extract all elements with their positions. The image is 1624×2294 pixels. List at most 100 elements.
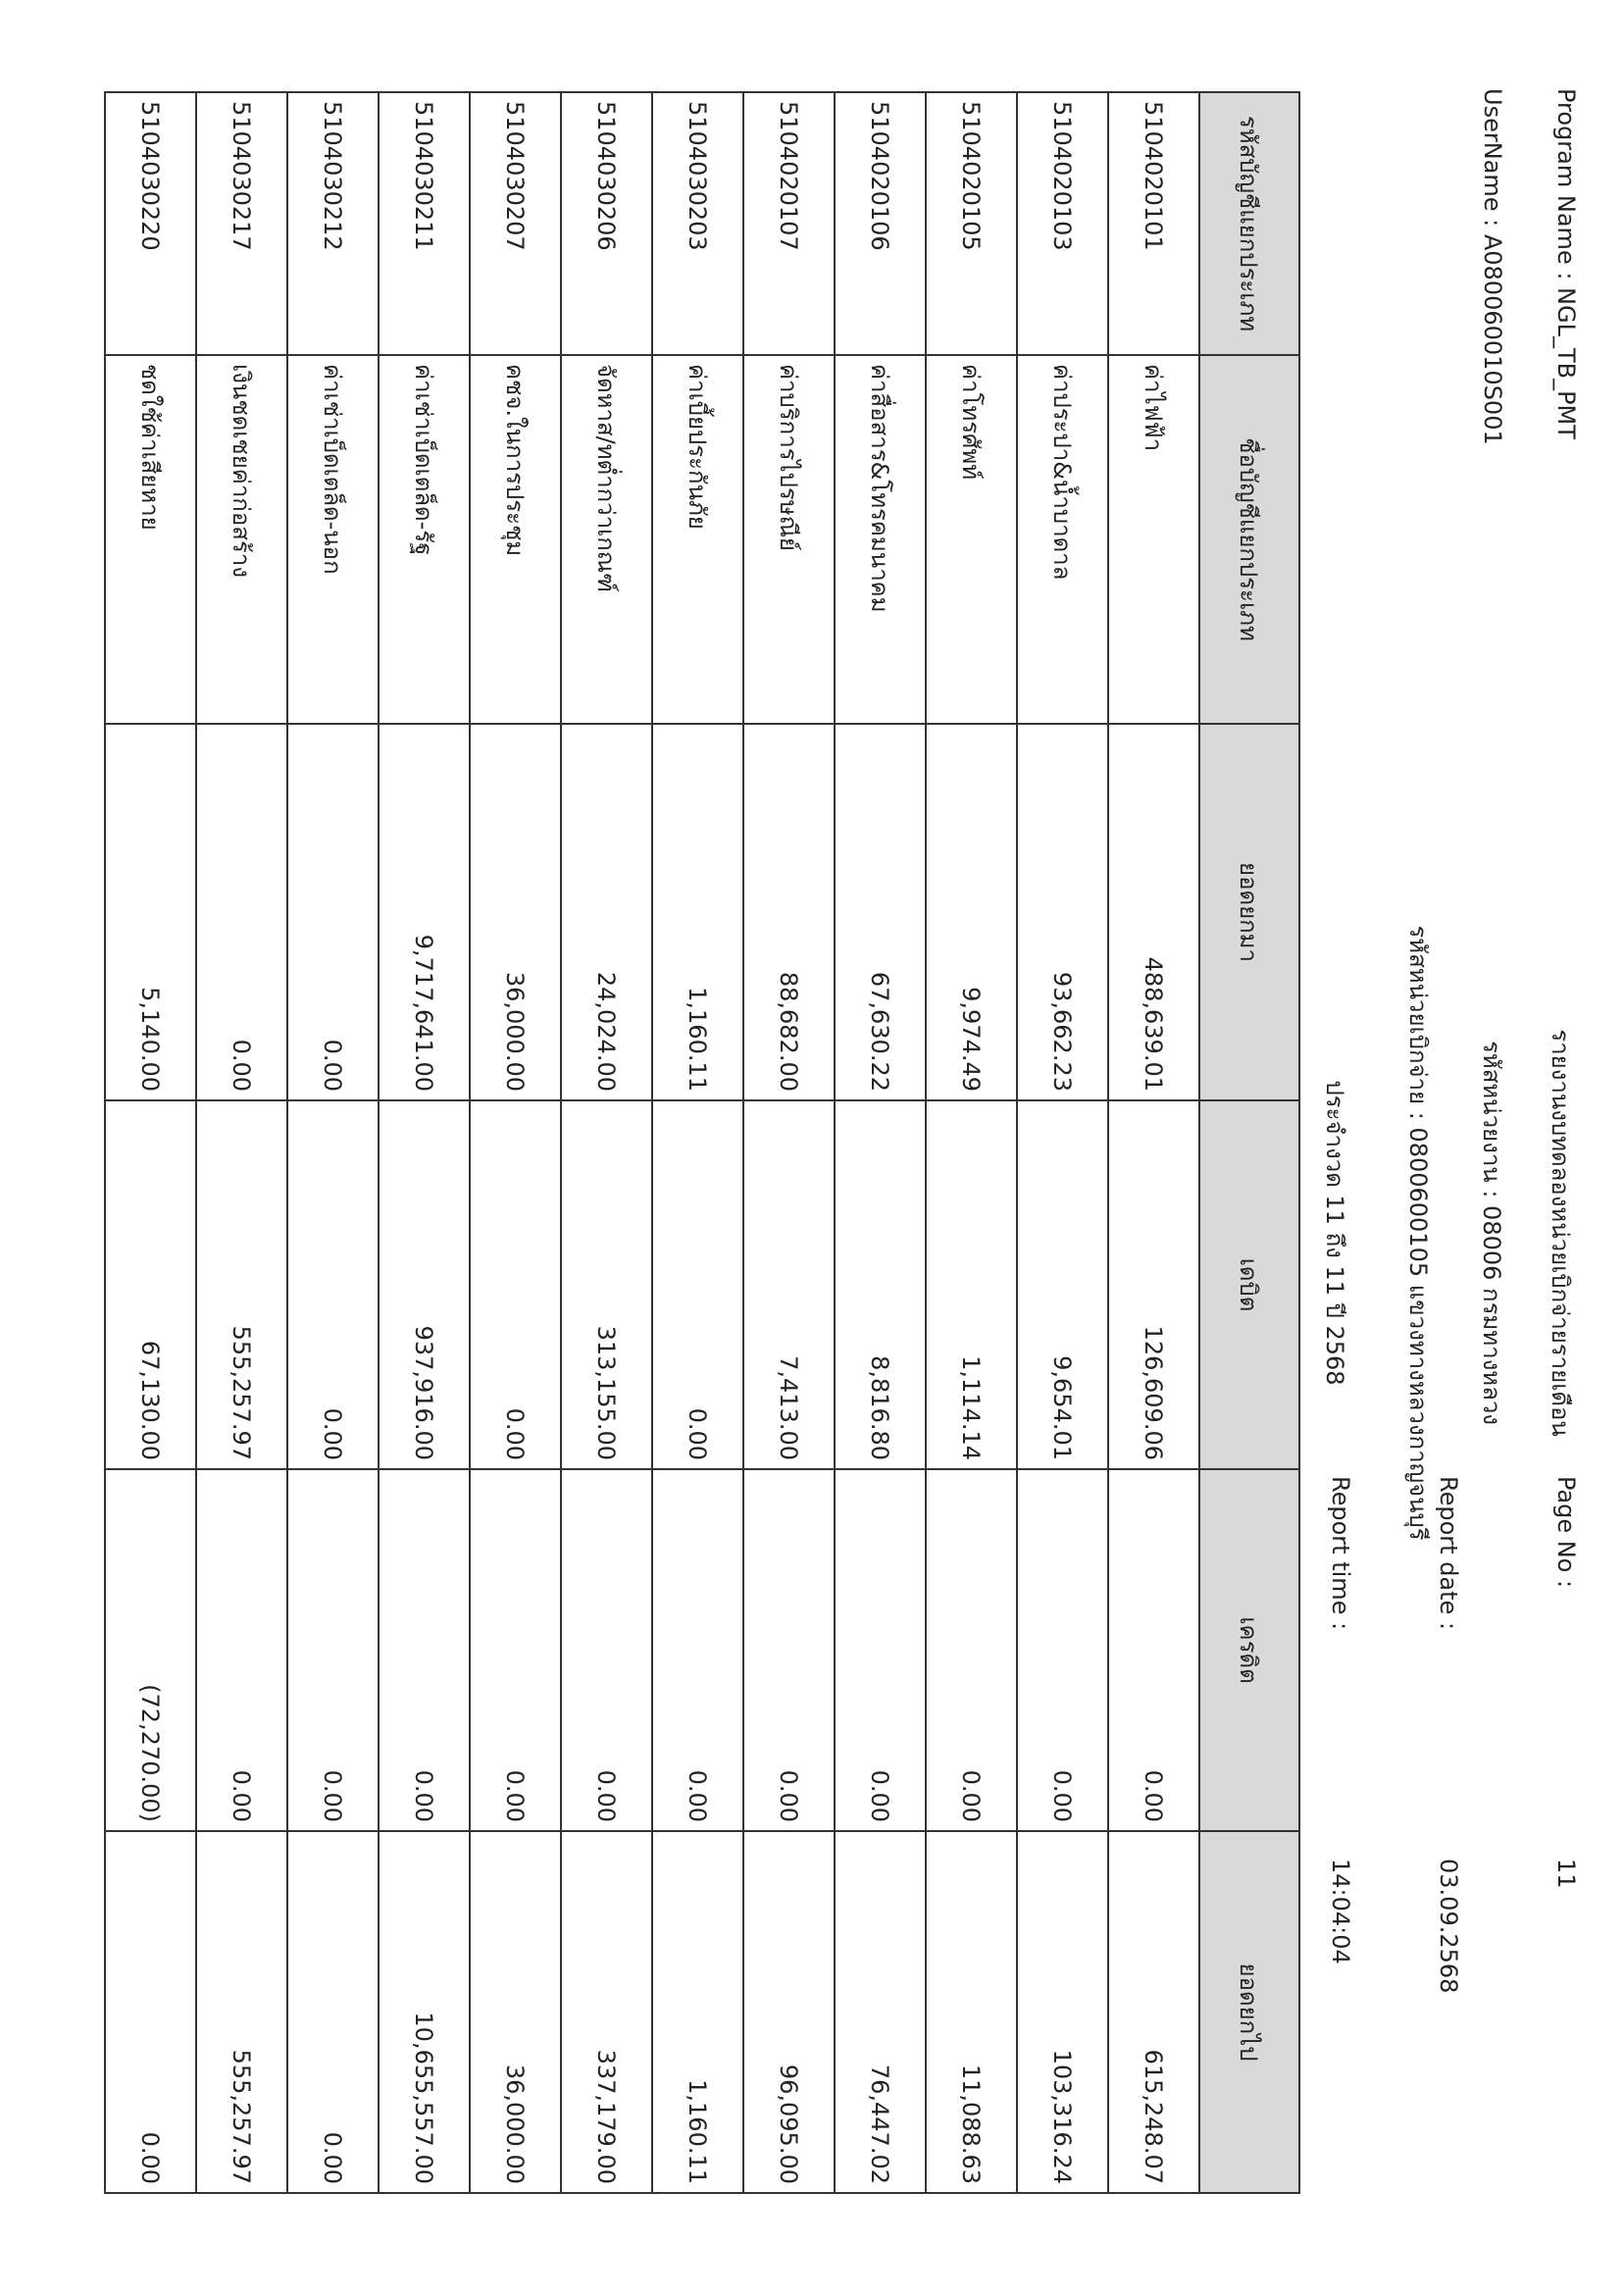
amount-cell: 67,630.22 [835,724,926,1100]
amount-cell: 9,717,641.00 [379,724,470,1100]
text-cell: 5104020101 [1108,92,1199,355]
amount-cell: 8,816.80 [835,1100,926,1469]
amount-cell: 555,257.97 [196,1831,287,2193]
table-row: 5104030207 คชจ.ในการประชุม 36,000.00 0.00 0.… [470,92,561,2193]
amount-cell: 0.00 [652,1100,743,1469]
amount-cell: 488,639.01 [1108,724,1199,1100]
text-cell: ค่าสื่อสาร&โทรคมนาคม [835,355,926,724]
amount-cell: 9,654.01 [1017,1100,1108,1469]
amount-cell: 88,682.00 [743,724,835,1100]
text-cell: ค่าบริการไปรษณีย์ [743,355,835,724]
amount-cell: (72,270.00) [105,1469,196,1831]
page-no: 11 [1552,1859,1580,1889]
text-cell: ค่าเช่าเบ็ดเตล็ด-นอก [287,355,379,724]
report-time: 14:04:04 [1327,1859,1354,1964]
table-row: 5104030212 ค่าเช่าเบ็ดเตล็ด-นอก 0.00 0.00 0.… [287,92,379,2193]
report-title: รายงานงบทดลองหน่วยเบิกจ่ายรายเดือน [1547,1029,1574,1437]
text-cell: 5104030207 [470,92,561,355]
report-time-label: Report time : [1327,1476,1354,1631]
column-header: ยอดยกไป [1199,1831,1299,2193]
user-name: UserName : A080060010S001 [1479,88,1506,445]
amount-cell: 0.00 [379,1469,470,1831]
text-cell: 5104030203 [652,92,743,355]
column-header: เครดิต [1199,1469,1299,1831]
column-header: รหัสบัญชีแยกประเภท [1199,92,1299,355]
text-cell: ค่าประปา&น้ำบาดาล [1017,355,1108,724]
trial-balance-table: รหัสบัญชีแยกประเภท ชื่อบัญชีแยกประเภทยอดย… [104,91,1300,2194]
program-name: Program Name : NGL_TB_PMT [1552,88,1580,439]
amount-cell: 126,609.06 [1108,1100,1199,1469]
amount-cell: 36,000.00 [470,1831,561,2193]
amount-cell: 103,316.24 [1017,1831,1108,2193]
amount-cell: 0.00 [196,724,287,1100]
table-body: 5104020101 ค่าไฟฟ้า 488,639.01 126,609.06 0.… [105,92,1199,2193]
amount-cell: 337,179.00 [561,1831,652,2193]
text-cell: 5104020103 [1017,92,1108,355]
amount-cell: 0.00 [1017,1469,1108,1831]
text-cell: ค่าเบี้ยประกันภัย [652,355,743,724]
amount-cell: 313,155.00 [561,1100,652,1469]
disbursing-unit: รหัสหน่วยเบิกจ่าย : 0800600105 แขวงทางหล… [1404,925,1432,1541]
amount-cell: 96,095.00 [743,1831,835,2193]
table-row: 5104030206 จัดหาส/ทต่ำกว่าเกณฑ์ 24,024.00 3… [561,92,652,2193]
table-row: 5104030211 ค่าเช่าเบ็ดเตล็ด-รัฐ 9,717,641.… [379,92,470,2193]
text-cell: ค่าเช่าเบ็ดเตล็ด-รัฐ [379,355,470,724]
text-cell: 5104030206 [561,92,652,355]
text-cell: 5104020107 [743,92,835,355]
text-cell: 5104030217 [196,92,287,355]
report-date: 03.09.2568 [1435,1859,1462,1994]
amount-cell: 0.00 [926,1469,1017,1831]
amount-cell: 1,160.11 [652,724,743,1100]
period: ประจำงวด 11 ถึง 11 ปี 2568 [1321,1080,1348,1386]
amount-cell: 0.00 [196,1469,287,1831]
table-row: 5104030220 ชดใช้ค่าเสียหาย 5,140.00 67,130.… [105,92,196,2193]
text-cell: ค่าโทรศัพท์ [926,355,1017,724]
report-date-label: Report date : [1435,1476,1462,1631]
amount-cell: 0.00 [470,1100,561,1469]
text-cell: 5104020105 [926,92,1017,355]
text-cell: เงินชดเชยค่าก่อสร้าง [196,355,287,724]
table-row: 5104020101 ค่าไฟฟ้า 488,639.01 126,609.06 0.… [1108,92,1199,2193]
amount-cell: 0.00 [287,724,379,1100]
page-no-label: Page No : [1552,1476,1580,1589]
column-header: เดบิต [1199,1100,1299,1469]
amount-cell: 0.00 [287,1469,379,1831]
table-row: 5104030217 เงินชดเชยค่าก่อสร้าง 0.00 555,25… [196,92,287,2193]
amount-cell: 1,114.14 [926,1100,1017,1469]
table-row: 5104030203 ค่าเบี้ยประกันภัย 1,160.11 0.00 0… [652,92,743,2193]
table-row: 5104020107 ค่าบริการไปรษณีย์ 88,682.00 7,41… [743,92,835,2193]
amount-cell: 36,000.00 [470,724,561,1100]
amount-cell: 76,447.02 [835,1831,926,2193]
amount-cell: 0.00 [470,1469,561,1831]
amount-cell: 555,257.97 [196,1100,287,1469]
amount-cell: 937,916.00 [379,1100,470,1469]
amount-cell: 11,088.63 [926,1831,1017,2193]
amount-cell: 1,160.11 [652,1831,743,2193]
amount-cell: 615,248.07 [1108,1831,1199,2193]
text-cell: 5104020106 [835,92,926,355]
amount-cell: 7,413.00 [743,1100,835,1469]
text-cell: จัดหาส/ทต่ำกว่าเกณฑ์ [561,355,652,724]
amount-cell: 0.00 [287,1831,379,2193]
text-cell: 5104030220 [105,92,196,355]
text-cell: คชจ.ในการประชุม [470,355,561,724]
text-cell: ชดใช้ค่าเสียหาย [105,355,196,724]
text-cell: ค่าไฟฟ้า [1108,355,1199,724]
table-row: 5104020106 ค่าสื่อสาร&โทรคมนาคม 67,630.22 8… [835,92,926,2193]
amount-cell: 24,024.00 [561,724,652,1100]
amount-cell: 0.00 [105,1831,196,2193]
text-cell: 5104030212 [287,92,379,355]
amount-cell: 0.00 [652,1469,743,1831]
table-row: 5104020103 ค่าประปา&น้ำบาดาล 93,662.23 9,65… [1017,92,1108,2193]
text-cell: 5104030211 [379,92,470,355]
amount-cell: 0.00 [1108,1469,1199,1831]
column-header: ชื่อบัญชีแยกประเภท [1199,355,1299,724]
amount-cell: 0.00 [743,1469,835,1831]
table-row: 5104020105 ค่าโทรศัพท์ 9,974.49 1,114.14 0.0… [926,92,1017,2193]
amount-cell: 93,662.23 [1017,724,1108,1100]
amount-cell: 0.00 [835,1469,926,1831]
amount-cell: 5,140.00 [105,724,196,1100]
amount-cell: 9,974.49 [926,724,1017,1100]
amount-cell: 0.00 [287,1100,379,1469]
